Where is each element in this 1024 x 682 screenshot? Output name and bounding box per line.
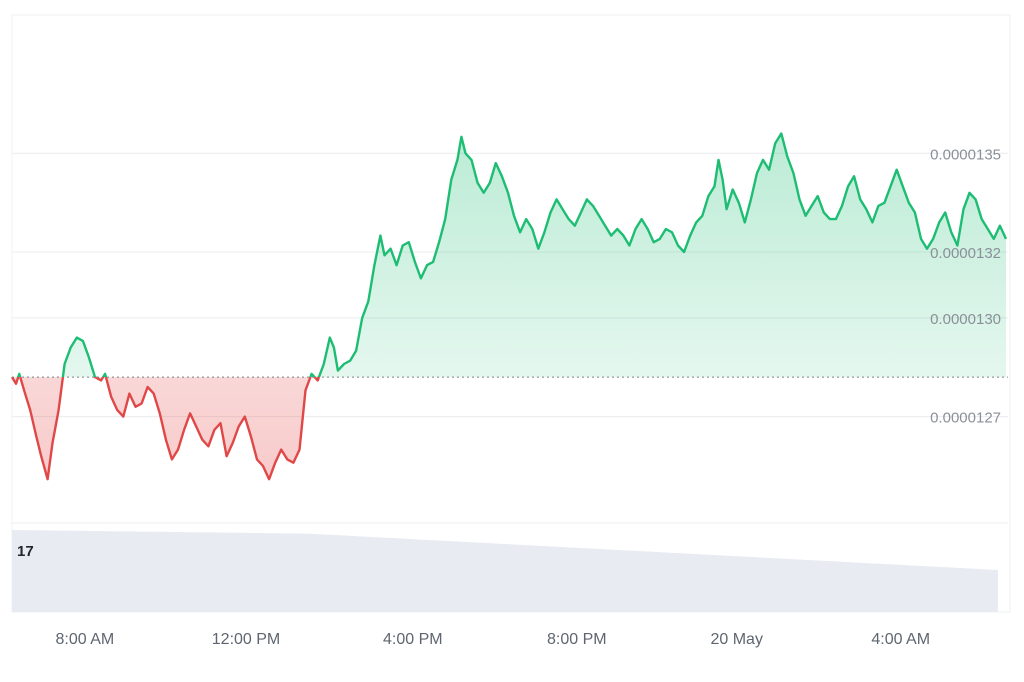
x-tick-label: 8:00 PM bbox=[547, 631, 607, 648]
x-tick-label: 8:00 AM bbox=[56, 631, 115, 648]
volume-value-label: 17 bbox=[17, 543, 34, 560]
price-area-below-baseline bbox=[12, 377, 319, 480]
x-tick-label: 4:00 PM bbox=[383, 631, 443, 648]
y-tick-label: 0.0000135 bbox=[930, 146, 1001, 163]
x-axis-ticks: 8:00 AM 12:00 PM 4:00 PM 8:00 PM 20 May 4:00 … bbox=[56, 631, 931, 648]
price-areas bbox=[12, 133, 1006, 480]
price-line-down bbox=[10, 377, 321, 481]
y-tick-label: 0.0000127 bbox=[930, 410, 1001, 427]
price-line-up bbox=[11, 132, 1008, 378]
x-tick-label: 4:00 AM bbox=[871, 631, 930, 648]
price-area-above-baseline bbox=[12, 133, 1006, 378]
x-tick-label: 12:00 PM bbox=[212, 631, 280, 648]
price-lines bbox=[10, 132, 1008, 481]
volume-area bbox=[12, 522, 1008, 612]
volume-bars bbox=[12, 530, 998, 612]
x-tick-label: 20 May bbox=[710, 631, 762, 648]
y-tick-label: 0.0000132 bbox=[930, 245, 1001, 262]
y-axis-ticks: 0.0000127 0.0000130 0.0000132 0.0000135 bbox=[930, 146, 1001, 426]
y-tick-label: 0.0000130 bbox=[930, 311, 1001, 328]
